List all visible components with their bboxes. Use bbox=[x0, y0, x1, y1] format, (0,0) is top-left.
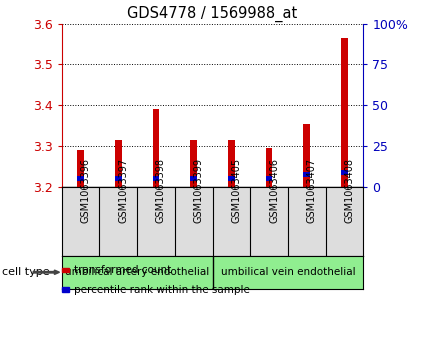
Text: umbilical artery endothelial: umbilical artery endothelial bbox=[65, 267, 209, 277]
Bar bbox=[77, 176, 84, 181]
Bar bbox=[303, 172, 310, 177]
Text: GSM1063396: GSM1063396 bbox=[80, 158, 91, 223]
Bar bbox=[266, 148, 272, 187]
Text: GSM1063406: GSM1063406 bbox=[269, 158, 279, 223]
Text: transformed count: transformed count bbox=[74, 265, 171, 275]
Bar bbox=[303, 124, 310, 187]
Bar bbox=[115, 176, 122, 181]
Bar bbox=[77, 150, 84, 187]
Text: GSM1063397: GSM1063397 bbox=[118, 158, 128, 223]
Text: GSM1063407: GSM1063407 bbox=[307, 158, 317, 223]
Bar bbox=[228, 176, 235, 181]
Bar bbox=[190, 140, 197, 187]
Bar bbox=[153, 176, 159, 181]
Title: GDS4778 / 1569988_at: GDS4778 / 1569988_at bbox=[128, 6, 298, 22]
Text: GSM1063399: GSM1063399 bbox=[194, 158, 204, 223]
Text: GSM1063405: GSM1063405 bbox=[231, 158, 241, 223]
Bar bbox=[153, 109, 159, 187]
Text: GSM1063408: GSM1063408 bbox=[345, 158, 354, 223]
Bar bbox=[190, 176, 197, 181]
Bar bbox=[115, 140, 122, 187]
Text: percentile rank within the sample: percentile rank within the sample bbox=[74, 285, 249, 295]
Text: umbilical vein endothelial: umbilical vein endothelial bbox=[221, 267, 355, 277]
Bar bbox=[341, 38, 348, 187]
Text: GSM1063398: GSM1063398 bbox=[156, 158, 166, 223]
Text: cell type: cell type bbox=[2, 267, 50, 277]
Bar bbox=[341, 170, 348, 175]
Bar bbox=[228, 140, 235, 187]
Bar bbox=[266, 176, 272, 181]
